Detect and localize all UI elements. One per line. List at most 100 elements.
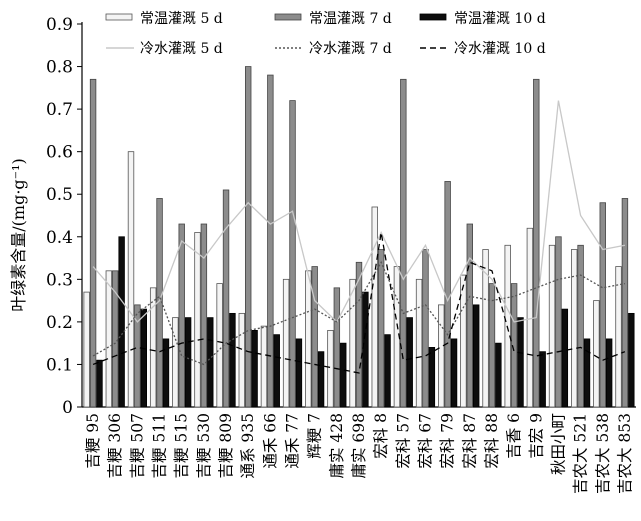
y-tick-label: 0.3 xyxy=(46,270,73,290)
y-tick-label: 0.4 xyxy=(46,228,73,248)
x-tick-label: 辉粳 7 xyxy=(306,413,324,459)
x-tick-label: 吉农大 538 xyxy=(594,413,612,494)
bar xyxy=(305,270,312,408)
bar xyxy=(200,223,208,408)
bar xyxy=(510,283,518,408)
bar xyxy=(349,278,356,408)
bar xyxy=(134,304,141,408)
bar xyxy=(83,291,90,408)
x-tick-label: 吉粳 515 xyxy=(173,413,191,479)
bar xyxy=(207,317,214,408)
x-tick-label: 通禾 66 xyxy=(261,413,279,469)
bar xyxy=(229,312,236,408)
bar xyxy=(517,317,524,408)
bar xyxy=(96,359,103,408)
bar xyxy=(526,227,534,408)
legend-swatch xyxy=(274,13,302,21)
bar xyxy=(222,189,230,408)
bar xyxy=(282,278,290,408)
series-line xyxy=(92,100,626,323)
x-tick-label: 宏科 57 xyxy=(394,413,412,469)
x-tick-label: 吉宏 9 xyxy=(527,413,545,459)
x-tick-label: 庸实 428 xyxy=(327,413,346,479)
y-tick-label: 0.8 xyxy=(46,58,73,78)
bar xyxy=(548,244,556,408)
legend-label: 常温灌溉 5 d xyxy=(140,11,223,27)
y-tick-label: 0.7 xyxy=(46,100,73,120)
bar xyxy=(333,287,341,408)
bar xyxy=(216,283,223,408)
category-labels: 吉粳 95 吉粳 306 吉粳 507 吉粳 511 吉粳 515 吉粳 530 吉粳 80… xyxy=(84,413,634,494)
x-tick-label: 庸实 698 xyxy=(349,413,368,479)
bar xyxy=(495,342,502,408)
bar xyxy=(105,270,113,408)
bar xyxy=(340,342,347,408)
bar xyxy=(466,223,473,408)
tick-labels: 0 0.1 0.2 0.3 0.4 0.5 0.6 0.7 0.8 0.9 xyxy=(46,15,73,418)
x-tick-label: 吉农大 853 xyxy=(616,413,634,494)
bar xyxy=(273,334,280,408)
bar xyxy=(172,317,179,408)
bar xyxy=(371,206,378,408)
bar xyxy=(628,312,635,408)
bar xyxy=(267,74,274,408)
y-tick-label: 0.5 xyxy=(46,185,73,205)
bar xyxy=(127,151,135,408)
x-tick-label: 吉粳 530 xyxy=(195,413,213,479)
y-tick-label: 0.2 xyxy=(46,313,73,333)
bar xyxy=(571,249,578,408)
bar xyxy=(583,338,591,408)
x-tick-label: 吉粳 511 xyxy=(151,413,169,479)
legend-label: 常温灌溉 7 d xyxy=(309,11,392,27)
legend-swatch xyxy=(419,13,447,21)
bar xyxy=(384,334,391,408)
bar xyxy=(317,351,325,408)
legend-label: 冷水灌溉 7 d xyxy=(309,41,392,57)
x-tick-label: 吉香 6 xyxy=(505,413,523,459)
bar xyxy=(621,198,629,408)
y-tick-label: 0 xyxy=(62,398,73,418)
bar xyxy=(112,270,119,408)
x-tick-label: 吉农大 521 xyxy=(572,413,590,494)
bar xyxy=(415,278,423,408)
bar xyxy=(438,304,445,408)
bar xyxy=(289,100,296,408)
legend-label: 常温灌溉 10 d xyxy=(454,11,546,27)
bar xyxy=(238,312,245,408)
x-tick-label: 宏科 8 xyxy=(372,413,390,459)
bar xyxy=(460,274,467,408)
bar xyxy=(140,308,147,408)
bar xyxy=(406,317,413,408)
series-line xyxy=(92,232,626,374)
series-lines xyxy=(92,100,626,374)
bar xyxy=(327,329,334,408)
x-tick-label: 通系 935 xyxy=(239,413,257,479)
bar xyxy=(260,325,268,408)
y-tick-label: 0.6 xyxy=(46,143,73,163)
bar xyxy=(577,244,584,408)
bar xyxy=(118,236,125,408)
x-tick-label: 吉粳 507 xyxy=(128,413,146,479)
bar xyxy=(428,347,436,408)
bar xyxy=(311,266,318,408)
legend-swatch xyxy=(105,13,133,21)
y-axis-title: 叶绿素含量/(mg·g⁻¹) xyxy=(9,158,28,311)
bar xyxy=(362,291,369,408)
bar xyxy=(482,249,489,408)
bar xyxy=(251,329,258,408)
bar xyxy=(615,266,622,408)
bar xyxy=(194,232,201,408)
bar xyxy=(599,202,606,408)
bar xyxy=(377,249,385,408)
y-tick-label: 0.9 xyxy=(46,15,73,35)
bar xyxy=(533,78,540,408)
x-tick-label: 秋田小町 xyxy=(549,413,567,475)
bar xyxy=(184,317,192,408)
bar xyxy=(605,338,613,408)
bar xyxy=(555,236,562,408)
bar xyxy=(472,304,480,408)
bar xyxy=(149,287,157,408)
bar xyxy=(422,249,429,408)
bar xyxy=(178,223,185,408)
